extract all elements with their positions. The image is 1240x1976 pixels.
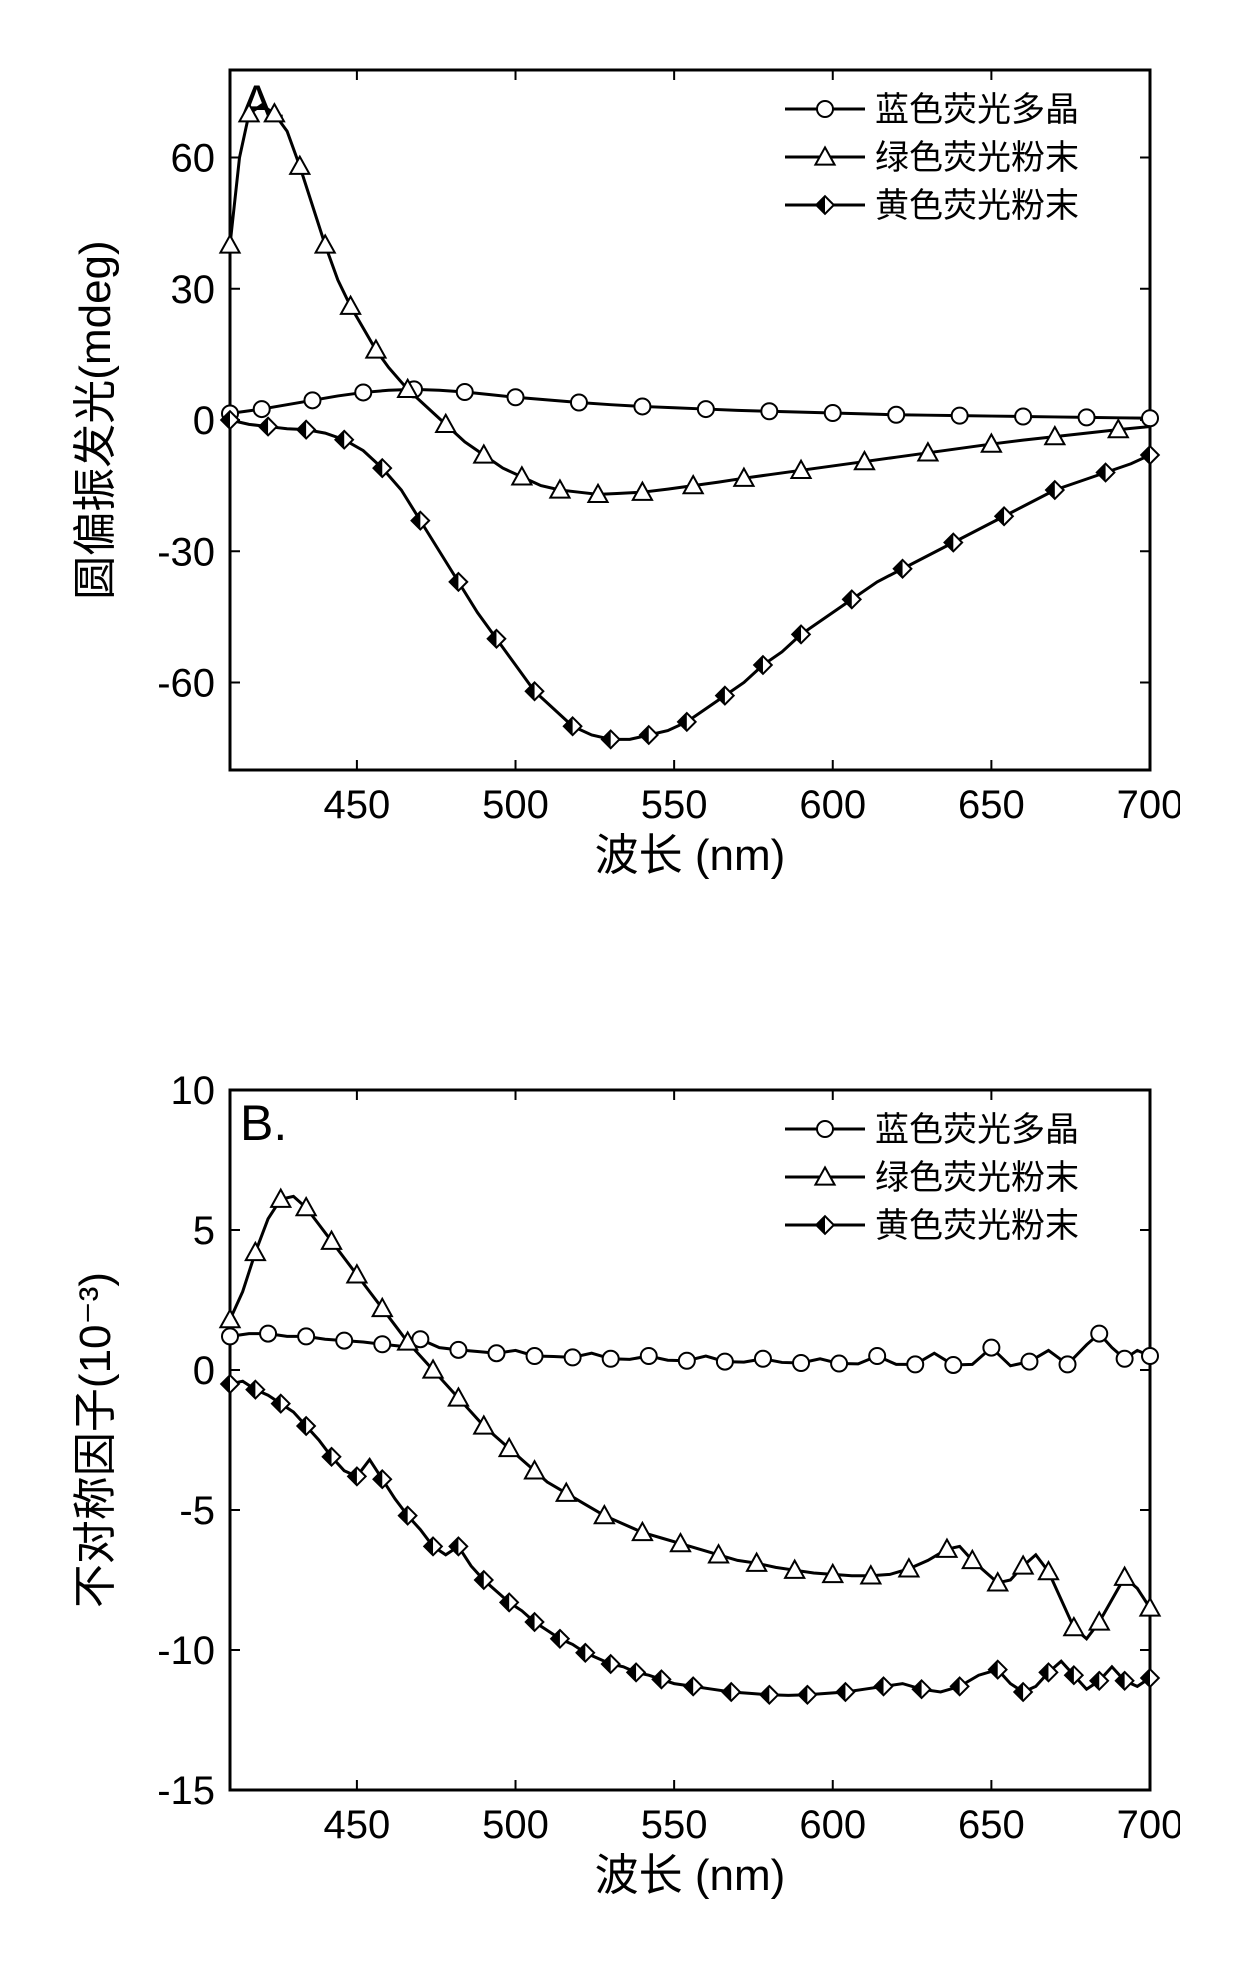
x-tick-label: 650 <box>958 783 1025 827</box>
x-axis-label: 波长 (nm) <box>595 831 786 880</box>
x-tick-label: 450 <box>324 1803 391 1847</box>
x-tick-label: 600 <box>799 1803 866 1847</box>
legend-label: 蓝色荧光多晶 <box>875 1111 1079 1149</box>
y-axis-label: 圆偏振发光(mdeg) <box>71 240 120 599</box>
x-tick-label: 450 <box>324 783 391 827</box>
series-line-yellow <box>230 420 1150 739</box>
x-tick-label: 700 <box>1117 783 1180 827</box>
series-line-green <box>230 1196 1150 1638</box>
legend-label: 绿色荧光粉末 <box>875 139 1079 177</box>
y-tick-label: -30 <box>157 530 215 574</box>
panel-a: 450 500 550 600 650 700 -60 -30 0 30 60 波长 (nm) 圆偏振发… <box>60 40 1180 900</box>
legend-label: 绿色荧光粉末 <box>875 1159 1079 1197</box>
y-tick-label: 0 <box>193 1349 215 1393</box>
y-tick-label: 5 <box>193 1209 215 1253</box>
panel-label: B. <box>240 1095 287 1151</box>
y-tick-label: 30 <box>171 268 216 312</box>
y-tick-label: -15 <box>157 1769 215 1813</box>
series-line-yellow <box>230 1381 1150 1695</box>
panel-b: 450 500 550 600 650 700 -15 -10 -5 0 5 10 波长 (nm) 不对称… <box>60 1060 1180 1920</box>
y-tick-label: -60 <box>157 662 215 706</box>
y-tick-label: -10 <box>157 1629 215 1673</box>
chart-a-svg: 450 500 550 600 650 700 -60 -30 0 30 60 波长 (nm) 圆偏振发… <box>60 40 1180 900</box>
y-tick-label: -5 <box>179 1489 215 1533</box>
y-axis-label: 不对称因子(10⁻³) <box>71 1272 120 1608</box>
y-tick-label: 60 <box>171 137 216 181</box>
chart-b-svg: 450 500 550 600 650 700 -15 -10 -5 0 5 10 波长 (nm) 不对称… <box>60 1060 1180 1920</box>
y-tick-label: 10 <box>171 1069 216 1113</box>
x-tick-label: 500 <box>482 783 549 827</box>
x-tick-label: 500 <box>482 1803 549 1847</box>
x-tick-label: 600 <box>799 783 866 827</box>
x-tick-label: 550 <box>641 783 708 827</box>
x-tick-label: 550 <box>641 1803 708 1847</box>
x-axis-label: 波长 (nm) <box>595 1851 786 1900</box>
legend-label: 蓝色荧光多晶 <box>875 91 1079 129</box>
y-tick-label: 0 <box>193 399 215 443</box>
figure-page: 450 500 550 600 650 700 -60 -30 0 30 60 波长 (nm) 圆偏振发… <box>0 0 1240 1976</box>
legend-label: 黄色荧光粉末 <box>875 1207 1079 1245</box>
legend-label: 黄色荧光粉末 <box>875 187 1079 225</box>
x-tick-label: 650 <box>958 1803 1025 1847</box>
x-tick-label: 700 <box>1117 1803 1180 1847</box>
